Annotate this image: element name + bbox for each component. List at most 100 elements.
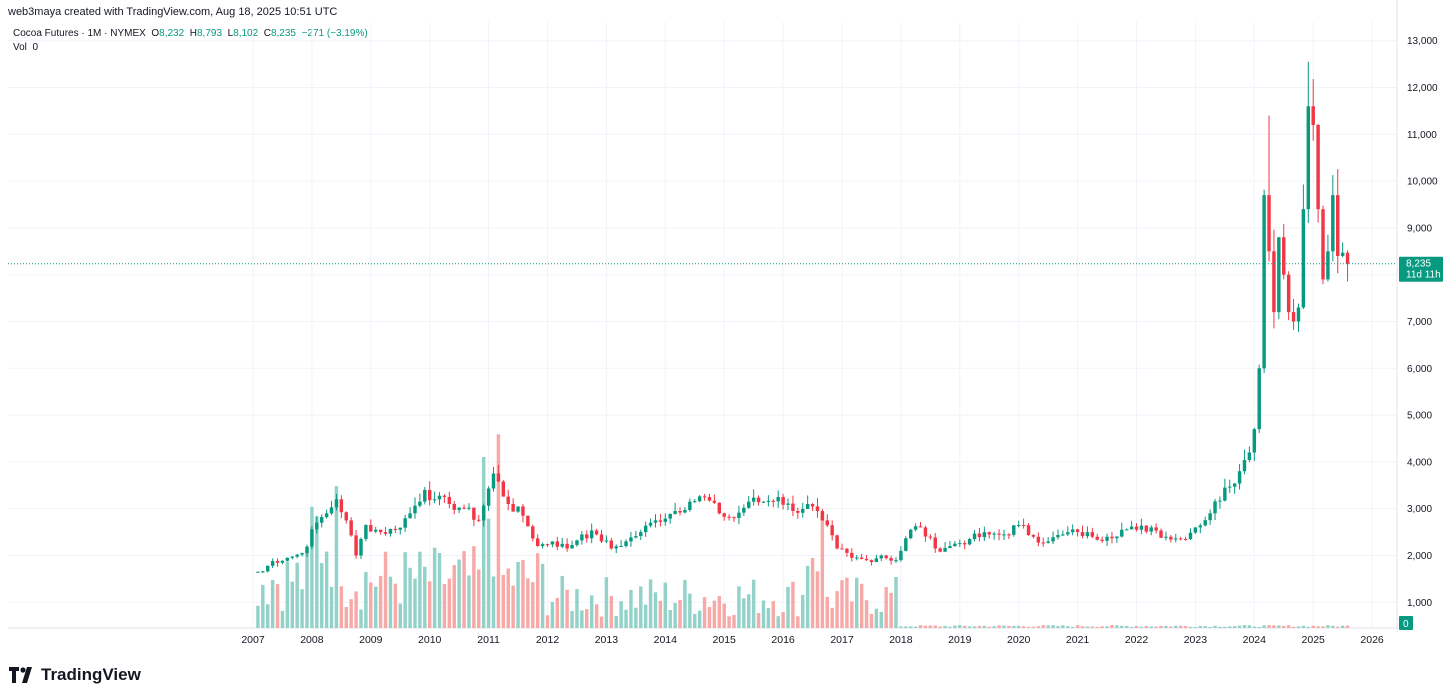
- volume-bar: [516, 561, 520, 628]
- candles: [256, 61, 1350, 573]
- candle-body: [1218, 500, 1222, 502]
- x-tick-label: 2020: [1007, 634, 1031, 646]
- volume-bar: [1026, 626, 1031, 628]
- candle-body: [462, 507, 466, 509]
- candle-body: [418, 501, 422, 506]
- volume-bar: [324, 551, 329, 628]
- volume-bar: [467, 575, 471, 628]
- volume-bar: [575, 589, 579, 628]
- candle-body: [624, 541, 628, 546]
- volume-bar: [938, 626, 942, 628]
- volume-bar: [1336, 626, 1340, 628]
- candle-body: [1070, 529, 1075, 533]
- volume-bar: [275, 584, 280, 628]
- volume-bar: [634, 607, 638, 628]
- candle-body: [1051, 537, 1055, 542]
- candle-body: [820, 511, 825, 521]
- volume-bar: [378, 575, 383, 628]
- candle-body: [884, 555, 888, 559]
- volume-bar: [1164, 625, 1168, 628]
- candle-body: [1286, 274, 1291, 313]
- volume-bar: [948, 626, 952, 628]
- candle-body: [560, 543, 564, 547]
- candle-body: [437, 495, 442, 500]
- volume-bar: [732, 614, 736, 628]
- volume-bar: [972, 626, 977, 628]
- tradingview-logo[interactable]: TradingView: [9, 665, 141, 685]
- candle-body: [977, 533, 982, 538]
- tradingview-logo-icon: [9, 667, 32, 683]
- candle-body: [1164, 536, 1168, 538]
- x-tick-label: 2010: [418, 634, 442, 646]
- candle-body: [781, 496, 785, 505]
- volume-bar: [1345, 625, 1350, 628]
- volume-bar: [810, 558, 815, 628]
- volume-bar: [266, 604, 270, 628]
- candle-body: [324, 513, 329, 518]
- volume-bar: [270, 579, 275, 628]
- volume-bar: [373, 586, 378, 628]
- candle-body: [1193, 527, 1198, 533]
- volume-bar: [850, 601, 854, 628]
- candle-body: [992, 533, 996, 535]
- candle-body: [1203, 520, 1207, 526]
- volume-bar: [722, 603, 726, 628]
- volume-bar: [295, 562, 299, 628]
- volume-bar: [1061, 625, 1065, 628]
- candle-body: [540, 544, 545, 547]
- volume-bar: [437, 553, 442, 628]
- candle-body: [1213, 501, 1217, 514]
- candle-body: [423, 489, 427, 502]
- volume-bar: [756, 613, 761, 628]
- symbol-label[interactable]: Cocoa Futures · 1M · NYMEX: [13, 28, 146, 39]
- candle-body: [1340, 252, 1345, 256]
- candle-body: [761, 501, 766, 503]
- candle-body: [1075, 529, 1080, 533]
- volume-bar: [550, 602, 555, 628]
- x-tick-label: 2016: [771, 634, 795, 646]
- volume-bar: [393, 583, 398, 628]
- y-tick-label: 10,000: [1407, 177, 1438, 188]
- candle-body: [339, 499, 344, 513]
- volume-label[interactable]: Vol: [13, 42, 27, 53]
- volume-bar: [319, 563, 324, 628]
- x-tick-label: 2023: [1184, 634, 1208, 646]
- volume-bar: [1110, 625, 1114, 628]
- volume-bar: [1203, 626, 1207, 628]
- candle-body: [1301, 209, 1306, 308]
- volume-bar: [1051, 625, 1055, 628]
- candle-body: [472, 507, 476, 520]
- volume-bar: [1183, 626, 1188, 628]
- candle-body: [1154, 527, 1158, 531]
- candle-body: [1115, 536, 1119, 539]
- volume-bar: [388, 576, 393, 628]
- volume-bar: [1228, 626, 1232, 628]
- volume-bar: [977, 625, 982, 628]
- candle-body: [874, 558, 879, 563]
- volume-bar: [1326, 625, 1330, 628]
- candle-body: [997, 533, 1001, 535]
- candle-body: [1174, 538, 1178, 540]
- volume-bar: [648, 579, 653, 628]
- candle-body: [678, 511, 682, 513]
- volume-bar: [540, 563, 545, 628]
- volume-bar: [280, 610, 285, 628]
- volume-bar: [1252, 626, 1257, 628]
- candle-body: [506, 496, 510, 504]
- volume-bar: [1002, 625, 1006, 628]
- candle-body: [1336, 195, 1340, 256]
- volume-bar: [526, 578, 530, 628]
- candle-body: [1149, 527, 1153, 532]
- candle-body: [830, 525, 834, 536]
- y-tick-label: 13,000: [1407, 36, 1438, 47]
- volume-bar: [678, 599, 682, 628]
- volume-bar: [766, 608, 771, 628]
- candle-body: [295, 554, 299, 557]
- volume-bar: [1242, 625, 1247, 628]
- volume-bar: [1208, 626, 1212, 628]
- attribution-text: web3maya created with TradingView.com, A…: [8, 6, 338, 18]
- volume-bar: [555, 597, 560, 628]
- volume-bar: [1105, 626, 1109, 628]
- y-tick-label: 9,000: [1407, 223, 1432, 234]
